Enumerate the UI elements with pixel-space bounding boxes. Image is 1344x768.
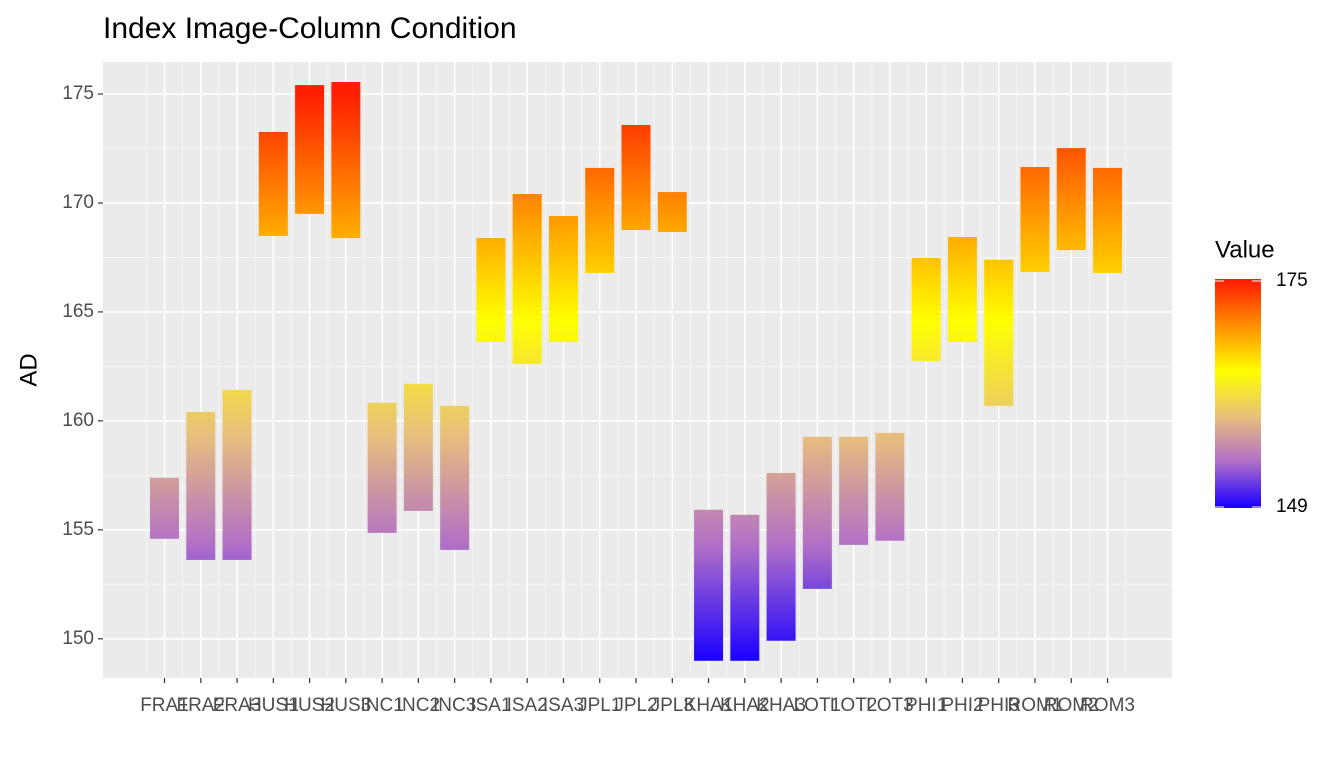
y-tick-label: 170 xyxy=(62,192,94,213)
bar xyxy=(1020,167,1050,273)
y-tick-label: 160 xyxy=(62,410,94,431)
bar xyxy=(258,131,288,236)
bar xyxy=(222,389,252,560)
x-tick-label: KHA3 xyxy=(756,695,806,716)
bar xyxy=(440,405,470,550)
bar xyxy=(585,167,615,273)
y-tick-label: 165 xyxy=(62,301,94,322)
x-tick-label: LOT1 xyxy=(794,695,842,716)
legend-label: 175 xyxy=(1276,270,1308,291)
bar xyxy=(911,257,941,361)
x-tick-label: INC3 xyxy=(433,695,476,716)
bar xyxy=(512,194,542,365)
x-tick-label: HUS1 xyxy=(248,695,299,716)
x-tick-label: INC2 xyxy=(397,695,440,716)
bar xyxy=(1093,167,1123,273)
y-axis-label: AD xyxy=(15,353,42,386)
x-tick-label: ISA3 xyxy=(543,695,584,716)
x-tick-label: JPL2 xyxy=(614,695,657,716)
x-tick-label: JPL3 xyxy=(651,695,694,716)
x-tick-label: KHA2 xyxy=(720,695,770,716)
x-tick-label: INC1 xyxy=(360,695,403,716)
y-tick-label: 175 xyxy=(62,83,94,104)
x-tick-label: ISA1 xyxy=(470,695,511,716)
x-tick-label: FRA2 xyxy=(176,695,225,716)
x-tick-label: ROM1 xyxy=(1008,695,1063,716)
legend-title: Value xyxy=(1215,236,1275,263)
y-tick-label: 150 xyxy=(62,628,94,649)
bar xyxy=(657,192,687,232)
bar xyxy=(947,236,977,342)
bar xyxy=(1056,148,1086,251)
x-tick-label: PHI1 xyxy=(905,695,947,716)
chart-title: Index Image-Column Condition xyxy=(103,12,517,45)
bar xyxy=(476,238,506,342)
legend-label: 149 xyxy=(1276,496,1308,517)
bar xyxy=(839,436,869,545)
bar xyxy=(875,432,905,541)
x-tick-label: ROM3 xyxy=(1080,695,1135,716)
x-tick-label: ISA2 xyxy=(507,695,548,716)
bar xyxy=(730,514,760,661)
x-tick-label: HUS2 xyxy=(284,695,335,716)
x-tick-label: FRA1 xyxy=(140,695,189,716)
bar xyxy=(984,259,1014,406)
colorbar xyxy=(1215,279,1261,508)
x-tick-label: KHA1 xyxy=(684,695,734,716)
bar xyxy=(367,402,397,533)
bar xyxy=(403,383,433,511)
x-tick-label: JPL1 xyxy=(578,695,621,716)
bar xyxy=(621,124,651,230)
bar xyxy=(186,411,216,560)
x-tick-label: PHI2 xyxy=(941,695,983,716)
bar xyxy=(295,85,325,214)
y-tick-label: 155 xyxy=(62,519,94,540)
x-tick-label: LOT3 xyxy=(866,695,914,716)
bar xyxy=(766,472,796,641)
bar xyxy=(150,477,179,539)
x-tick-label: ROM2 xyxy=(1044,695,1099,716)
bar xyxy=(548,216,578,342)
bar xyxy=(694,509,724,661)
x-tick-label: HUS3 xyxy=(321,695,372,716)
x-tick-label: FRA3 xyxy=(213,695,262,716)
x-tick-label: PHI3 xyxy=(978,695,1020,716)
bar xyxy=(802,436,832,589)
bar xyxy=(331,82,361,239)
x-tick-label: LOT2 xyxy=(830,695,878,716)
